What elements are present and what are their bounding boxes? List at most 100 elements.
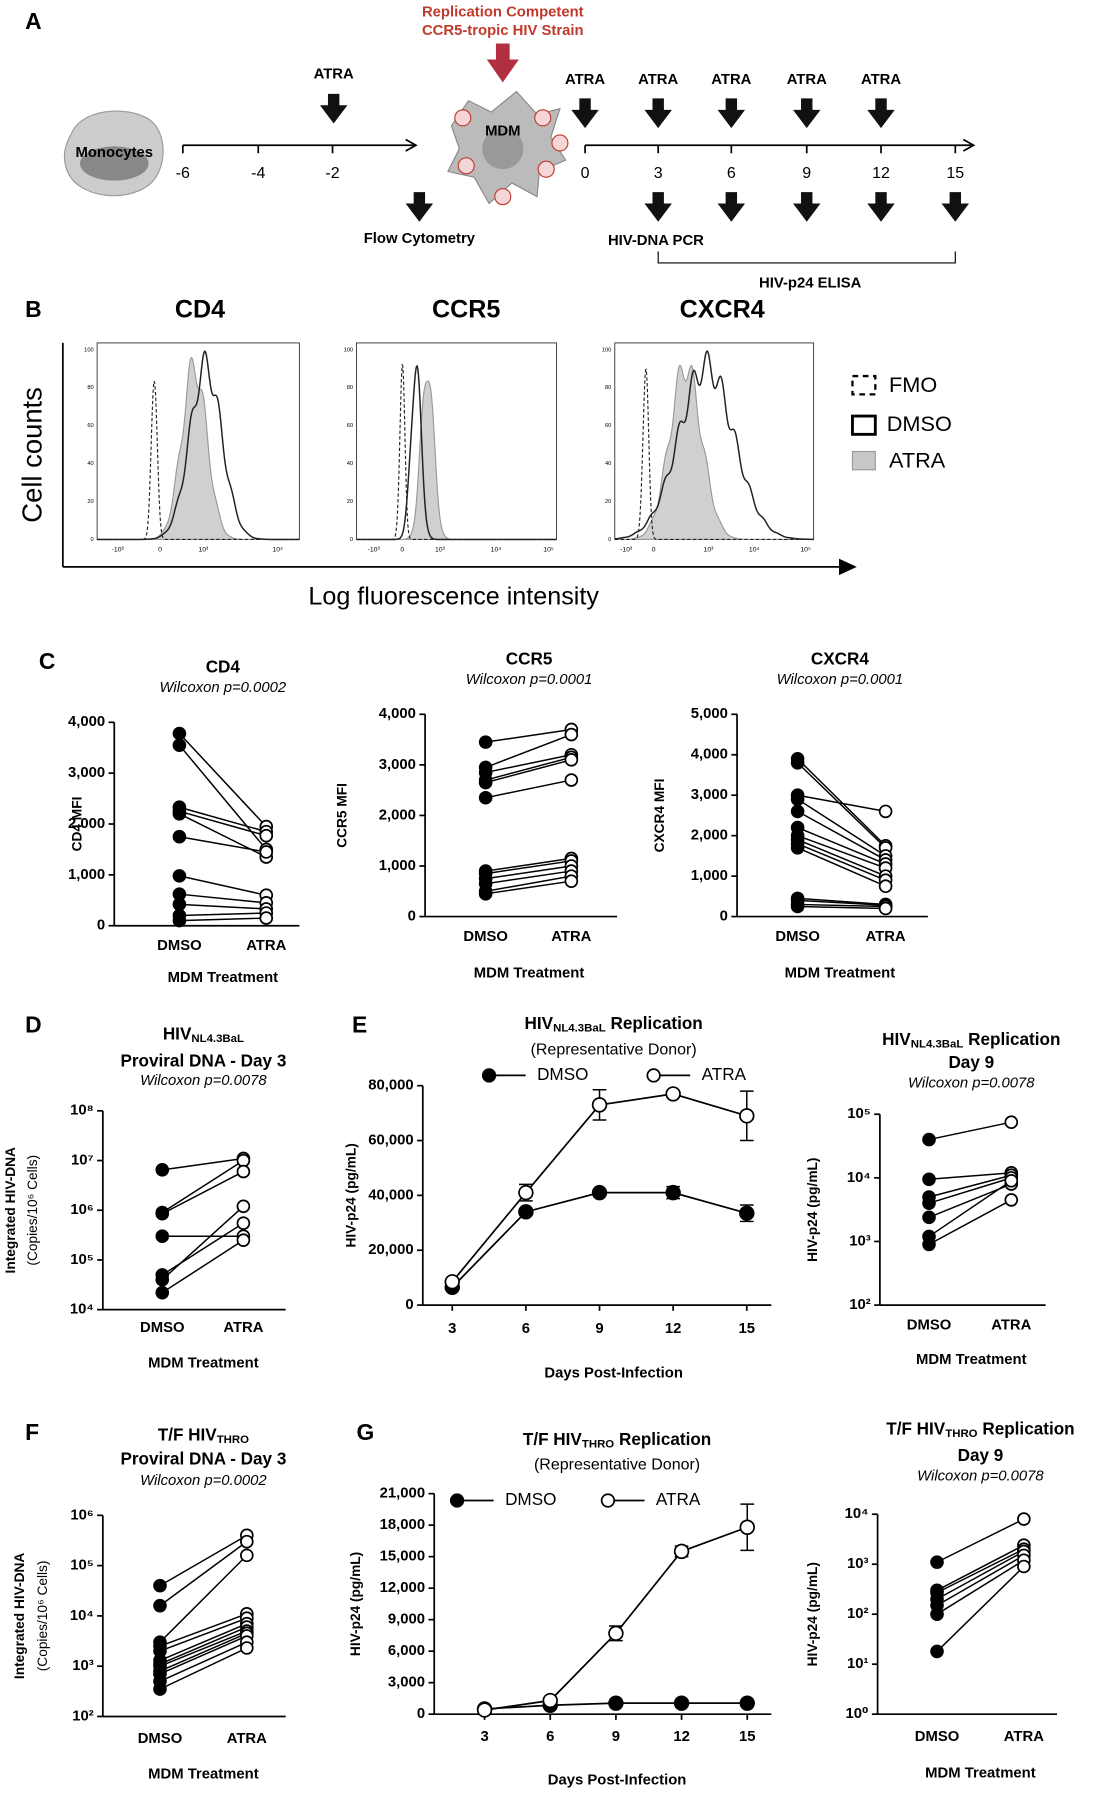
point — [922, 1237, 936, 1252]
title-part: Day 9 — [948, 1051, 994, 1071]
pair-line — [485, 870, 572, 885]
title-part: Replication — [606, 1013, 703, 1033]
histogram-y-tick: 80 — [347, 385, 353, 391]
panel-label: C — [39, 648, 56, 674]
point — [564, 874, 579, 888]
point — [790, 804, 805, 819]
point — [153, 1578, 167, 1593]
pair-line — [485, 880, 572, 895]
pair-line — [159, 1630, 248, 1667]
point — [1017, 1512, 1031, 1526]
y-tick-label: 10⁵ — [847, 1106, 871, 1122]
atra-label: ATRA — [314, 66, 354, 82]
y-tick-label: 0 — [417, 1706, 425, 1722]
day-label: -4 — [251, 165, 265, 182]
histogram-x-tick: -10³ — [112, 547, 125, 554]
x-tick-label: ATRA — [551, 929, 591, 945]
point — [878, 804, 893, 819]
histogram-title: CXCR4 — [680, 296, 765, 324]
histogram-x-tick: 10⁴ — [272, 547, 283, 554]
point — [1004, 1173, 1019, 1188]
y-tick-label: 80,000 — [368, 1078, 413, 1094]
y-tick-label: 10⁴ — [70, 1608, 94, 1624]
pair-line — [159, 1617, 248, 1652]
x-axis-label: Days Post-Infection — [548, 1772, 687, 1788]
point — [739, 1519, 755, 1535]
y-tick-label: 9,000 — [388, 1612, 425, 1628]
y-axis-label: Cell counts — [17, 387, 48, 523]
panel-label: F — [25, 1419, 39, 1445]
pair-line — [159, 1647, 248, 1690]
histogram-x-tick: 0 — [652, 547, 656, 554]
pair-line — [485, 754, 572, 774]
point — [518, 1184, 534, 1201]
x-tick-label: ATRA — [1004, 1729, 1044, 1745]
pair-line — [797, 897, 886, 906]
y-tick-label: 2,000 — [691, 828, 728, 844]
point — [155, 1229, 170, 1244]
panel-label: B — [25, 296, 42, 322]
panel-label: A — [25, 8, 42, 34]
y-tick-label: 4,000 — [379, 706, 416, 722]
pair-line — [797, 899, 886, 906]
point — [153, 1682, 167, 1696]
pair-line — [797, 905, 886, 910]
point — [518, 1204, 534, 1220]
y-tick-label: 10² — [849, 1297, 871, 1313]
histogram-x-tick: 10⁴ — [749, 547, 760, 554]
legend-marker — [449, 1493, 465, 1508]
point — [564, 753, 579, 767]
title-part: NL4.3BaL — [911, 1039, 964, 1051]
y-tick-label: 10⁸ — [70, 1103, 94, 1119]
point — [478, 775, 493, 790]
pair-line — [485, 875, 572, 893]
pair-line — [797, 810, 886, 861]
y-tick-label: 2,000 — [68, 816, 105, 832]
title-part: Day 9 — [958, 1444, 1004, 1464]
stat-label: Wilcoxon p=0.0078 — [140, 1073, 267, 1089]
histogram-title: CCR5 — [432, 296, 500, 324]
x-tick-label: DMSO — [463, 929, 508, 945]
y-tick-label: 60,000 — [368, 1132, 413, 1148]
y-tick-label: 4,000 — [691, 747, 728, 763]
stat-label: Wilcoxon p=0.0078 — [917, 1468, 1044, 1484]
axis-arrows — [61, 342, 857, 576]
legend-label: DMSO — [537, 1064, 588, 1084]
pair-line — [179, 813, 267, 858]
pair-line — [936, 1544, 1025, 1591]
panel-label: E — [352, 1011, 367, 1037]
virions — [454, 109, 569, 206]
point — [172, 869, 187, 883]
x-axis-label: MDM Treatment — [168, 970, 279, 986]
dmso-histogram — [356, 364, 557, 541]
pair-line — [928, 1180, 1012, 1238]
chart-title: T/F HIVTHRO Replication — [523, 1428, 711, 1450]
y-axis-label: HIV-p24 (pg/mL) — [344, 1143, 359, 1247]
panel-label: D — [25, 1011, 42, 1037]
title-part: T/F HIV — [523, 1428, 583, 1448]
pair-line — [179, 875, 267, 896]
y-tick-label: 10⁷ — [71, 1152, 94, 1168]
pair-line — [179, 903, 267, 910]
y-tick-label: 10⁵ — [70, 1558, 94, 1574]
histogram-x-tick: -10³ — [368, 547, 381, 554]
histogram-y-tick: 80 — [87, 385, 93, 391]
atra-label: ATRA — [787, 72, 827, 88]
point — [739, 1695, 755, 1711]
y-tick-label: 3,000 — [379, 757, 416, 773]
histogram-y-tick: 20 — [605, 499, 611, 505]
x-tick-label: 15 — [739, 1729, 756, 1745]
y-tick-label: 3,000 — [68, 765, 105, 781]
pair-line — [797, 798, 887, 857]
title-part: THRO — [217, 1434, 249, 1446]
pair-line — [485, 857, 572, 872]
chart-title: T/F HIVTHRO — [158, 1424, 249, 1446]
legend-marker — [646, 1068, 661, 1083]
pair-line — [159, 1541, 248, 1607]
title-part: HIV — [525, 1013, 554, 1033]
treatment-arrows — [319, 93, 970, 222]
day-label: 15 — [946, 165, 964, 182]
histogram-y-tick: 60 — [87, 423, 93, 429]
point — [930, 1644, 944, 1659]
